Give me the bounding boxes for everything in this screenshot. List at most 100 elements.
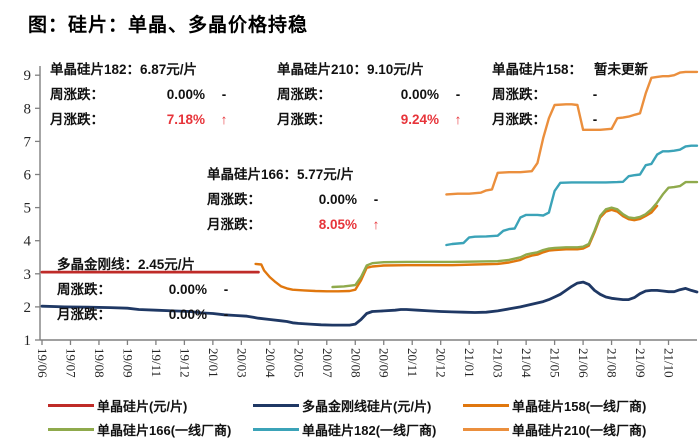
series-label: 单晶硅片182： — [50, 62, 141, 77]
week-change-value: 0.00% — [166, 87, 205, 102]
x-tick-label: 21/03 — [491, 348, 506, 378]
x-tick-label: 19/08 — [92, 348, 107, 378]
x-tick-label: 19/09 — [120, 348, 135, 378]
legend-label: 单晶硅片(元/片) — [97, 399, 188, 414]
month-change-label: 月涨跌： — [57, 307, 111, 322]
x-tick-label: 19/11 — [149, 348, 164, 377]
series-label: 单晶硅片158： — [492, 62, 583, 77]
y-tick-label: 9 — [24, 68, 32, 84]
x-tick-label: 19/12 — [177, 348, 192, 378]
y-tick-label: 1 — [24, 333, 32, 349]
callout-mono-166: 单晶硅片166： 5.77元/片 周涨跌： 0.00% - 月涨跌： 8.05%… — [207, 162, 383, 237]
legend-item-mono-182: 单晶硅片182(一线厂商) — [253, 420, 436, 439]
x-tick-label: 19/07 — [63, 348, 78, 378]
legend-item-mono-158: 单晶硅片158(一线厂商) — [463, 396, 646, 415]
x-tick-label: 20/07 — [320, 348, 335, 378]
legend-line-swatch — [48, 403, 94, 408]
series-price: 2.45元/片 — [138, 257, 196, 272]
week-change-label: 周涨跌： — [207, 192, 261, 207]
up-arrow-icon: ↑ — [454, 112, 462, 127]
legend-item-mono-210: 单晶硅片210(一线厂商) — [463, 420, 646, 439]
callout-title-row: 单晶硅片182： 6.87元/片 — [50, 57, 231, 82]
callout-mono-182: 单晶硅片182： 6.87元/片 周涨跌： 0.00% - 月涨跌： 7.18%… — [50, 57, 231, 132]
callout-title-row: 多晶金刚线： 2.45元/片 — [57, 252, 233, 277]
week-change-value: 0.00% — [400, 87, 439, 102]
legend-item-mono-166: 单晶硅片166(一线厂商) — [48, 420, 231, 439]
legend-label: 多晶金刚线硅片(元/片) — [302, 399, 432, 414]
week-change-label: 周涨跌： — [492, 87, 546, 102]
legend-line-swatch — [463, 403, 509, 408]
x-tick-label: 20/05 — [291, 348, 306, 378]
month-change-mark: - — [592, 112, 598, 127]
week-change-mark: - — [455, 87, 461, 102]
series-line-单晶硅片158(一线厂商) — [254, 204, 659, 293]
x-tick-label: 21/08 — [605, 348, 620, 378]
x-tick-label: 21/04 — [519, 348, 534, 378]
month-change-label: 月涨跌： — [492, 112, 546, 127]
series-line-单晶硅片166(一线厂商) — [331, 180, 699, 289]
legend-item-poly-diamond-wafer: 多晶金刚线硅片(元/片) — [253, 396, 431, 415]
callout-mono-210: 单晶硅片210： 9.10元/片 周涨跌： 0.00% - 月涨跌： 9.24%… — [277, 57, 465, 132]
callout-week-row: 周涨跌： 0.00% - — [207, 187, 383, 212]
month-change-value: 8.05% — [318, 217, 357, 232]
legend-line-swatch — [48, 427, 94, 432]
legend-line-swatch — [253, 427, 299, 432]
callout-month-row: 月涨跌： - — [492, 107, 648, 132]
up-arrow-icon: ↑ — [372, 217, 380, 232]
week-change-label: 周涨跌： — [57, 282, 111, 297]
series-price: 9.10元/片 — [367, 62, 425, 77]
week-change-value: 0.00% — [168, 282, 207, 297]
callout-title-row: 单晶硅片166： 5.77元/片 — [207, 162, 383, 187]
y-tick-label: 5 — [24, 201, 32, 217]
y-tick-label: 8 — [24, 101, 32, 117]
x-tick-label: 21/09 — [633, 348, 648, 378]
y-tick-label: 2 — [24, 300, 32, 316]
week-change-mark: - — [223, 282, 229, 297]
x-tick-label: 20/11 — [405, 348, 420, 377]
x-tick-label: 21/06 — [576, 348, 591, 378]
week-change-label: 周涨跌： — [50, 87, 104, 102]
series-price: 5.77元/片 — [297, 167, 355, 182]
month-change-value: 0.00% — [168, 307, 207, 322]
callout-month-row: 月涨跌： 8.05% ↑ — [207, 212, 383, 237]
callout-month-row: 月涨跌： 9.24% ↑ — [277, 107, 465, 132]
x-tick-label: 20/01 — [206, 348, 221, 378]
up-arrow-icon: ↑ — [220, 112, 228, 127]
series-label: 单晶硅片166： — [207, 167, 298, 182]
x-tick-label: 20/12 — [434, 348, 449, 378]
series-price: 6.87元/片 — [140, 62, 198, 77]
x-tick-label: 19/06 — [35, 348, 50, 378]
series-line-单晶硅片210(一线厂商) — [445, 70, 699, 196]
series-price: 暂未更新 — [594, 62, 649, 77]
callout-week-row: 周涨跌： 0.00% - — [57, 277, 233, 302]
x-tick-label: 20/09 — [377, 348, 392, 378]
week-change-mark: - — [373, 192, 379, 207]
y-tick-label: 4 — [24, 234, 32, 250]
callout-title-row: 单晶硅片158： 暂未更新 — [492, 57, 648, 82]
callout-week-row: 周涨跌： - — [492, 82, 648, 107]
legend-line-swatch — [253, 403, 299, 408]
legend-label: 单晶硅片166(一线厂商) — [97, 423, 232, 438]
series-line-单晶硅片182(一线厂商) — [445, 144, 699, 247]
legend-label: 单晶硅片182(一线厂商) — [302, 423, 437, 438]
week-change-mark: - — [221, 87, 227, 102]
month-change-label: 月涨跌： — [50, 112, 104, 127]
page-title: 图：硅片：单晶、多晶价格持稳 — [28, 15, 309, 36]
legend-label: 单晶硅片210(一线厂商) — [512, 423, 647, 438]
week-change-label: 周涨跌： — [277, 87, 331, 102]
y-tick-label: 6 — [24, 168, 32, 184]
callout-week-row: 周涨跌： 0.00% - — [50, 82, 231, 107]
x-tick-label: 21/05 — [548, 348, 563, 378]
x-tick-label: 21/01 — [462, 348, 477, 378]
x-tick-label: 20/03 — [234, 348, 249, 378]
week-change-mark: - — [592, 87, 598, 102]
series-label: 多晶金刚线： — [57, 257, 138, 272]
series-label: 单晶硅片210： — [277, 62, 368, 77]
legend-label: 单晶硅片158(一线厂商) — [512, 399, 647, 414]
callout-title-row: 单晶硅片210： 9.10元/片 — [277, 57, 465, 82]
y-tick-label: 7 — [24, 134, 32, 150]
x-tick-label: 20/08 — [348, 348, 363, 378]
legend-line-swatch — [463, 427, 509, 432]
